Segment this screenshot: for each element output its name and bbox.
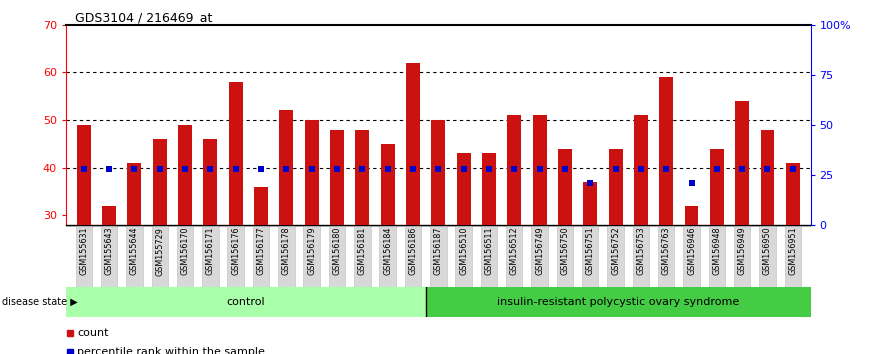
Text: GSM156750: GSM156750 [560, 227, 569, 275]
Bar [355, 130, 369, 354]
Text: GSM156176: GSM156176 [231, 227, 241, 275]
FancyBboxPatch shape [684, 225, 700, 287]
Text: insulin-resistant polycystic ovary syndrome: insulin-resistant polycystic ovary syndr… [497, 297, 739, 307]
Text: GSM156177: GSM156177 [256, 227, 265, 275]
Text: GSM156512: GSM156512 [510, 227, 519, 275]
Bar [204, 139, 218, 354]
Text: GSM156510: GSM156510 [459, 227, 468, 275]
Bar [735, 101, 749, 354]
Bar [507, 115, 522, 354]
FancyBboxPatch shape [152, 225, 168, 287]
Bar [456, 153, 470, 354]
Bar [229, 82, 242, 354]
FancyBboxPatch shape [354, 225, 371, 287]
Text: GSM155631: GSM155631 [79, 227, 88, 275]
Bar [77, 125, 91, 354]
Bar [406, 63, 420, 354]
FancyBboxPatch shape [506, 225, 522, 287]
Bar [685, 206, 699, 354]
Text: GSM156178: GSM156178 [282, 227, 291, 275]
Bar [659, 77, 673, 354]
FancyBboxPatch shape [202, 225, 218, 287]
FancyBboxPatch shape [66, 287, 426, 317]
Bar [178, 125, 192, 354]
FancyBboxPatch shape [582, 225, 598, 287]
Text: GSM156171: GSM156171 [206, 227, 215, 275]
Text: GSM156170: GSM156170 [181, 227, 189, 275]
Bar [381, 144, 395, 354]
Bar [710, 149, 724, 354]
Text: count: count [78, 328, 108, 338]
Text: GSM156749: GSM156749 [535, 227, 544, 275]
FancyBboxPatch shape [734, 225, 751, 287]
FancyBboxPatch shape [557, 225, 574, 287]
FancyBboxPatch shape [633, 225, 649, 287]
FancyBboxPatch shape [607, 225, 624, 287]
Bar [760, 130, 774, 354]
FancyBboxPatch shape [177, 225, 193, 287]
Bar [330, 130, 344, 354]
Text: GDS3104 / 216469_at: GDS3104 / 216469_at [75, 11, 212, 24]
FancyBboxPatch shape [759, 225, 775, 287]
Bar [102, 206, 116, 354]
Text: disease state ▶: disease state ▶ [2, 297, 78, 307]
Text: control: control [226, 297, 265, 307]
Text: GSM156948: GSM156948 [713, 227, 722, 275]
Text: GSM156187: GSM156187 [433, 227, 443, 275]
Bar [634, 115, 648, 354]
FancyBboxPatch shape [101, 225, 117, 287]
Bar [152, 139, 167, 354]
Bar [786, 163, 800, 354]
FancyBboxPatch shape [380, 225, 396, 287]
FancyBboxPatch shape [455, 225, 472, 287]
Text: GSM156184: GSM156184 [383, 227, 392, 275]
FancyBboxPatch shape [227, 225, 244, 287]
Text: GSM156949: GSM156949 [737, 227, 747, 275]
Text: GSM156951: GSM156951 [788, 227, 797, 275]
FancyBboxPatch shape [76, 225, 92, 287]
FancyBboxPatch shape [303, 225, 320, 287]
Text: GSM155729: GSM155729 [155, 227, 164, 275]
Bar [482, 153, 496, 354]
Bar [128, 163, 142, 354]
Text: GSM156179: GSM156179 [307, 227, 316, 275]
Text: GSM155644: GSM155644 [130, 227, 139, 275]
Text: GSM156751: GSM156751 [586, 227, 595, 275]
FancyBboxPatch shape [658, 225, 675, 287]
FancyBboxPatch shape [481, 225, 497, 287]
Text: GSM156181: GSM156181 [358, 227, 366, 275]
Text: GSM156753: GSM156753 [636, 227, 646, 275]
Bar [279, 110, 293, 354]
Bar [305, 120, 319, 354]
Bar [583, 182, 597, 354]
FancyBboxPatch shape [278, 225, 294, 287]
Bar [533, 115, 546, 354]
Text: GSM155643: GSM155643 [105, 227, 114, 275]
FancyBboxPatch shape [426, 287, 811, 317]
FancyBboxPatch shape [329, 225, 345, 287]
Bar [558, 149, 572, 354]
Text: GSM156950: GSM156950 [763, 227, 772, 275]
Text: GSM156763: GSM156763 [662, 227, 670, 275]
Text: percentile rank within the sample: percentile rank within the sample [78, 347, 265, 354]
FancyBboxPatch shape [253, 225, 270, 287]
Text: GSM156186: GSM156186 [409, 227, 418, 275]
FancyBboxPatch shape [404, 225, 421, 287]
FancyBboxPatch shape [708, 225, 725, 287]
Text: GSM156511: GSM156511 [485, 227, 493, 275]
Text: GSM156180: GSM156180 [332, 227, 342, 275]
FancyBboxPatch shape [531, 225, 548, 287]
Text: GSM156946: GSM156946 [687, 227, 696, 275]
FancyBboxPatch shape [785, 225, 801, 287]
FancyBboxPatch shape [430, 225, 447, 287]
Bar [254, 187, 268, 354]
Bar [432, 120, 445, 354]
FancyBboxPatch shape [126, 225, 143, 287]
Text: GSM156752: GSM156752 [611, 227, 620, 275]
Bar [609, 149, 623, 354]
